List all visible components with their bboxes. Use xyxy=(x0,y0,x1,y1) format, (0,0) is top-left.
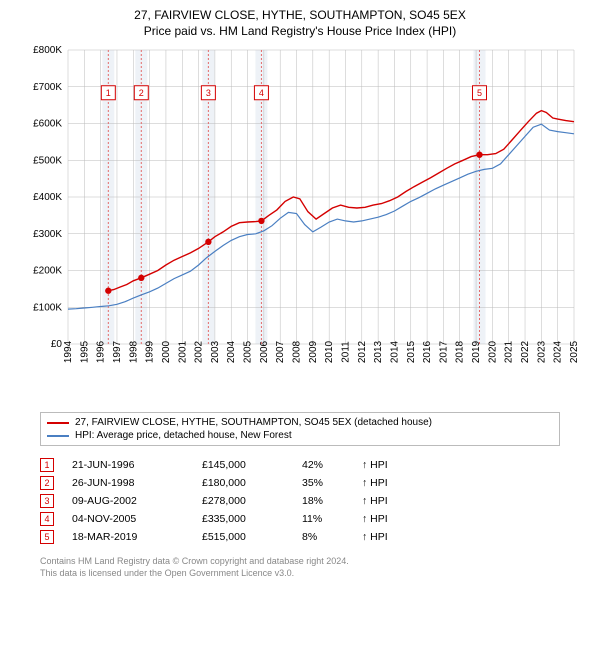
legend-swatch xyxy=(47,422,69,424)
sale-hpi-indicator: ↑ HPI xyxy=(362,513,388,525)
svg-text:£0: £0 xyxy=(51,339,63,350)
svg-text:2: 2 xyxy=(139,88,144,98)
sale-pct: 35% xyxy=(302,477,362,489)
sale-date: 21-JUN-1996 xyxy=(72,459,202,471)
svg-text:2021: 2021 xyxy=(504,340,515,363)
sale-marker-number: 5 xyxy=(40,530,54,544)
svg-text:£200K: £200K xyxy=(33,266,62,277)
legend-label: HPI: Average price, detached house, New … xyxy=(75,430,292,441)
svg-text:3: 3 xyxy=(206,88,211,98)
sales-table: 121-JUN-1996£145,00042%↑ HPI226-JUN-1998… xyxy=(40,456,560,546)
svg-text:2003: 2003 xyxy=(210,340,221,363)
svg-text:1998: 1998 xyxy=(128,340,139,363)
sale-marker-number: 2 xyxy=(40,476,54,490)
legend-row: 27, FAIRVIEW CLOSE, HYTHE, SOUTHAMPTON, … xyxy=(47,416,553,429)
sale-date: 04-NOV-2005 xyxy=(72,513,202,525)
sale-price: £335,000 xyxy=(202,513,302,525)
svg-text:£700K: £700K xyxy=(33,82,62,93)
svg-text:2007: 2007 xyxy=(275,340,286,363)
svg-text:£400K: £400K xyxy=(33,192,62,203)
svg-text:2025: 2025 xyxy=(569,340,580,363)
sale-hpi-indicator: ↑ HPI xyxy=(362,531,388,543)
sale-date: 09-AUG-2002 xyxy=(72,495,202,507)
svg-text:2018: 2018 xyxy=(455,340,466,363)
svg-text:2006: 2006 xyxy=(259,340,270,363)
svg-text:2019: 2019 xyxy=(471,340,482,363)
svg-text:2014: 2014 xyxy=(389,340,400,363)
sale-hpi-indicator: ↑ HPI xyxy=(362,495,388,507)
svg-text:1994: 1994 xyxy=(63,340,74,363)
svg-text:2017: 2017 xyxy=(438,340,449,363)
footer-line-2: This data is licensed under the Open Gov… xyxy=(40,568,560,580)
sales-row: 4 04-NOV-2005£335,00011%↑ HPI xyxy=(40,510,560,528)
svg-text:£800K: £800K xyxy=(33,45,62,56)
svg-text:4: 4 xyxy=(259,88,264,98)
sale-price: £145,000 xyxy=(202,459,302,471)
line-chart-svg: £0 £100K £200K £300K £400K £500K £600K £700K £80… xyxy=(20,44,580,404)
sale-marker-number: 4 xyxy=(40,512,54,526)
svg-text:2008: 2008 xyxy=(292,340,303,363)
svg-text:2002: 2002 xyxy=(194,340,205,363)
sale-hpi-indicator: ↑ HPI xyxy=(362,459,388,471)
svg-text:2016: 2016 xyxy=(422,340,433,363)
svg-text:1996: 1996 xyxy=(96,340,107,363)
sale-pct: 11% xyxy=(302,513,362,525)
sales-row: 3 09-AUG-2002£278,00018%↑ HPI xyxy=(40,492,560,510)
svg-text:£300K: £300K xyxy=(33,229,62,240)
svg-text:1999: 1999 xyxy=(145,340,156,363)
footer-line-1: Contains HM Land Registry data © Crown c… xyxy=(40,556,560,568)
svg-text:2015: 2015 xyxy=(406,340,417,363)
svg-text:1997: 1997 xyxy=(112,340,123,363)
sale-price: £515,000 xyxy=(202,531,302,543)
sale-marker-number: 1 xyxy=(40,458,54,472)
chart-legend: 27, FAIRVIEW CLOSE, HYTHE, SOUTHAMPTON, … xyxy=(40,412,560,446)
svg-text:£600K: £600K xyxy=(33,119,62,130)
sale-price: £278,000 xyxy=(202,495,302,507)
sale-price: £180,000 xyxy=(202,477,302,489)
sale-marker-number: 3 xyxy=(40,494,54,508)
sales-row: 2 26-JUN-1998£180,00035%↑ HPI xyxy=(40,474,560,492)
legend-label: 27, FAIRVIEW CLOSE, HYTHE, SOUTHAMPTON, … xyxy=(75,417,432,428)
sale-hpi-indicator: ↑ HPI xyxy=(362,477,388,489)
svg-text:2010: 2010 xyxy=(324,340,335,363)
svg-text:2020: 2020 xyxy=(487,340,498,363)
svg-text:2001: 2001 xyxy=(177,340,188,363)
svg-text:2009: 2009 xyxy=(308,340,319,363)
sale-date: 18-MAR-2019 xyxy=(72,531,202,543)
svg-text:2000: 2000 xyxy=(161,340,172,363)
sale-pct: 18% xyxy=(302,495,362,507)
sales-row: 1 21-JUN-1996£145,00042%↑ HPI xyxy=(40,456,560,474)
legend-row: HPI: Average price, detached house, New … xyxy=(47,429,553,442)
svg-text:2004: 2004 xyxy=(226,340,237,363)
sale-pct: 8% xyxy=(302,531,362,543)
sale-pct: 42% xyxy=(302,459,362,471)
svg-text:2013: 2013 xyxy=(373,340,384,363)
chart-plot-area: £0 £100K £200K £300K £400K £500K £600K £700K £80… xyxy=(20,44,580,404)
chart-title-block: 27, FAIRVIEW CLOSE, HYTHE, SOUTHAMPTON, … xyxy=(10,8,590,38)
svg-text:1995: 1995 xyxy=(79,340,90,363)
chart-container: 27, FAIRVIEW CLOSE, HYTHE, SOUTHAMPTON, … xyxy=(0,0,600,650)
chart-title-address: 27, FAIRVIEW CLOSE, HYTHE, SOUTHAMPTON, … xyxy=(10,8,590,22)
sales-row: 5 18-MAR-2019£515,0008%↑ HPI xyxy=(40,528,560,546)
svg-text:2022: 2022 xyxy=(520,340,531,363)
svg-text:£500K: £500K xyxy=(33,155,62,166)
legend-swatch xyxy=(47,435,69,437)
svg-text:1: 1 xyxy=(106,88,111,98)
chart-title-subtitle: Price paid vs. HM Land Registry's House … xyxy=(10,24,590,38)
svg-text:2005: 2005 xyxy=(243,340,254,363)
svg-text:£100K: £100K xyxy=(33,302,62,313)
chart-footer: Contains HM Land Registry data © Crown c… xyxy=(40,556,560,579)
svg-text:2024: 2024 xyxy=(553,340,564,363)
sale-date: 26-JUN-1998 xyxy=(72,477,202,489)
svg-text:5: 5 xyxy=(477,88,482,98)
svg-text:2011: 2011 xyxy=(340,341,351,363)
svg-text:2023: 2023 xyxy=(536,340,547,363)
svg-text:2012: 2012 xyxy=(357,340,368,363)
